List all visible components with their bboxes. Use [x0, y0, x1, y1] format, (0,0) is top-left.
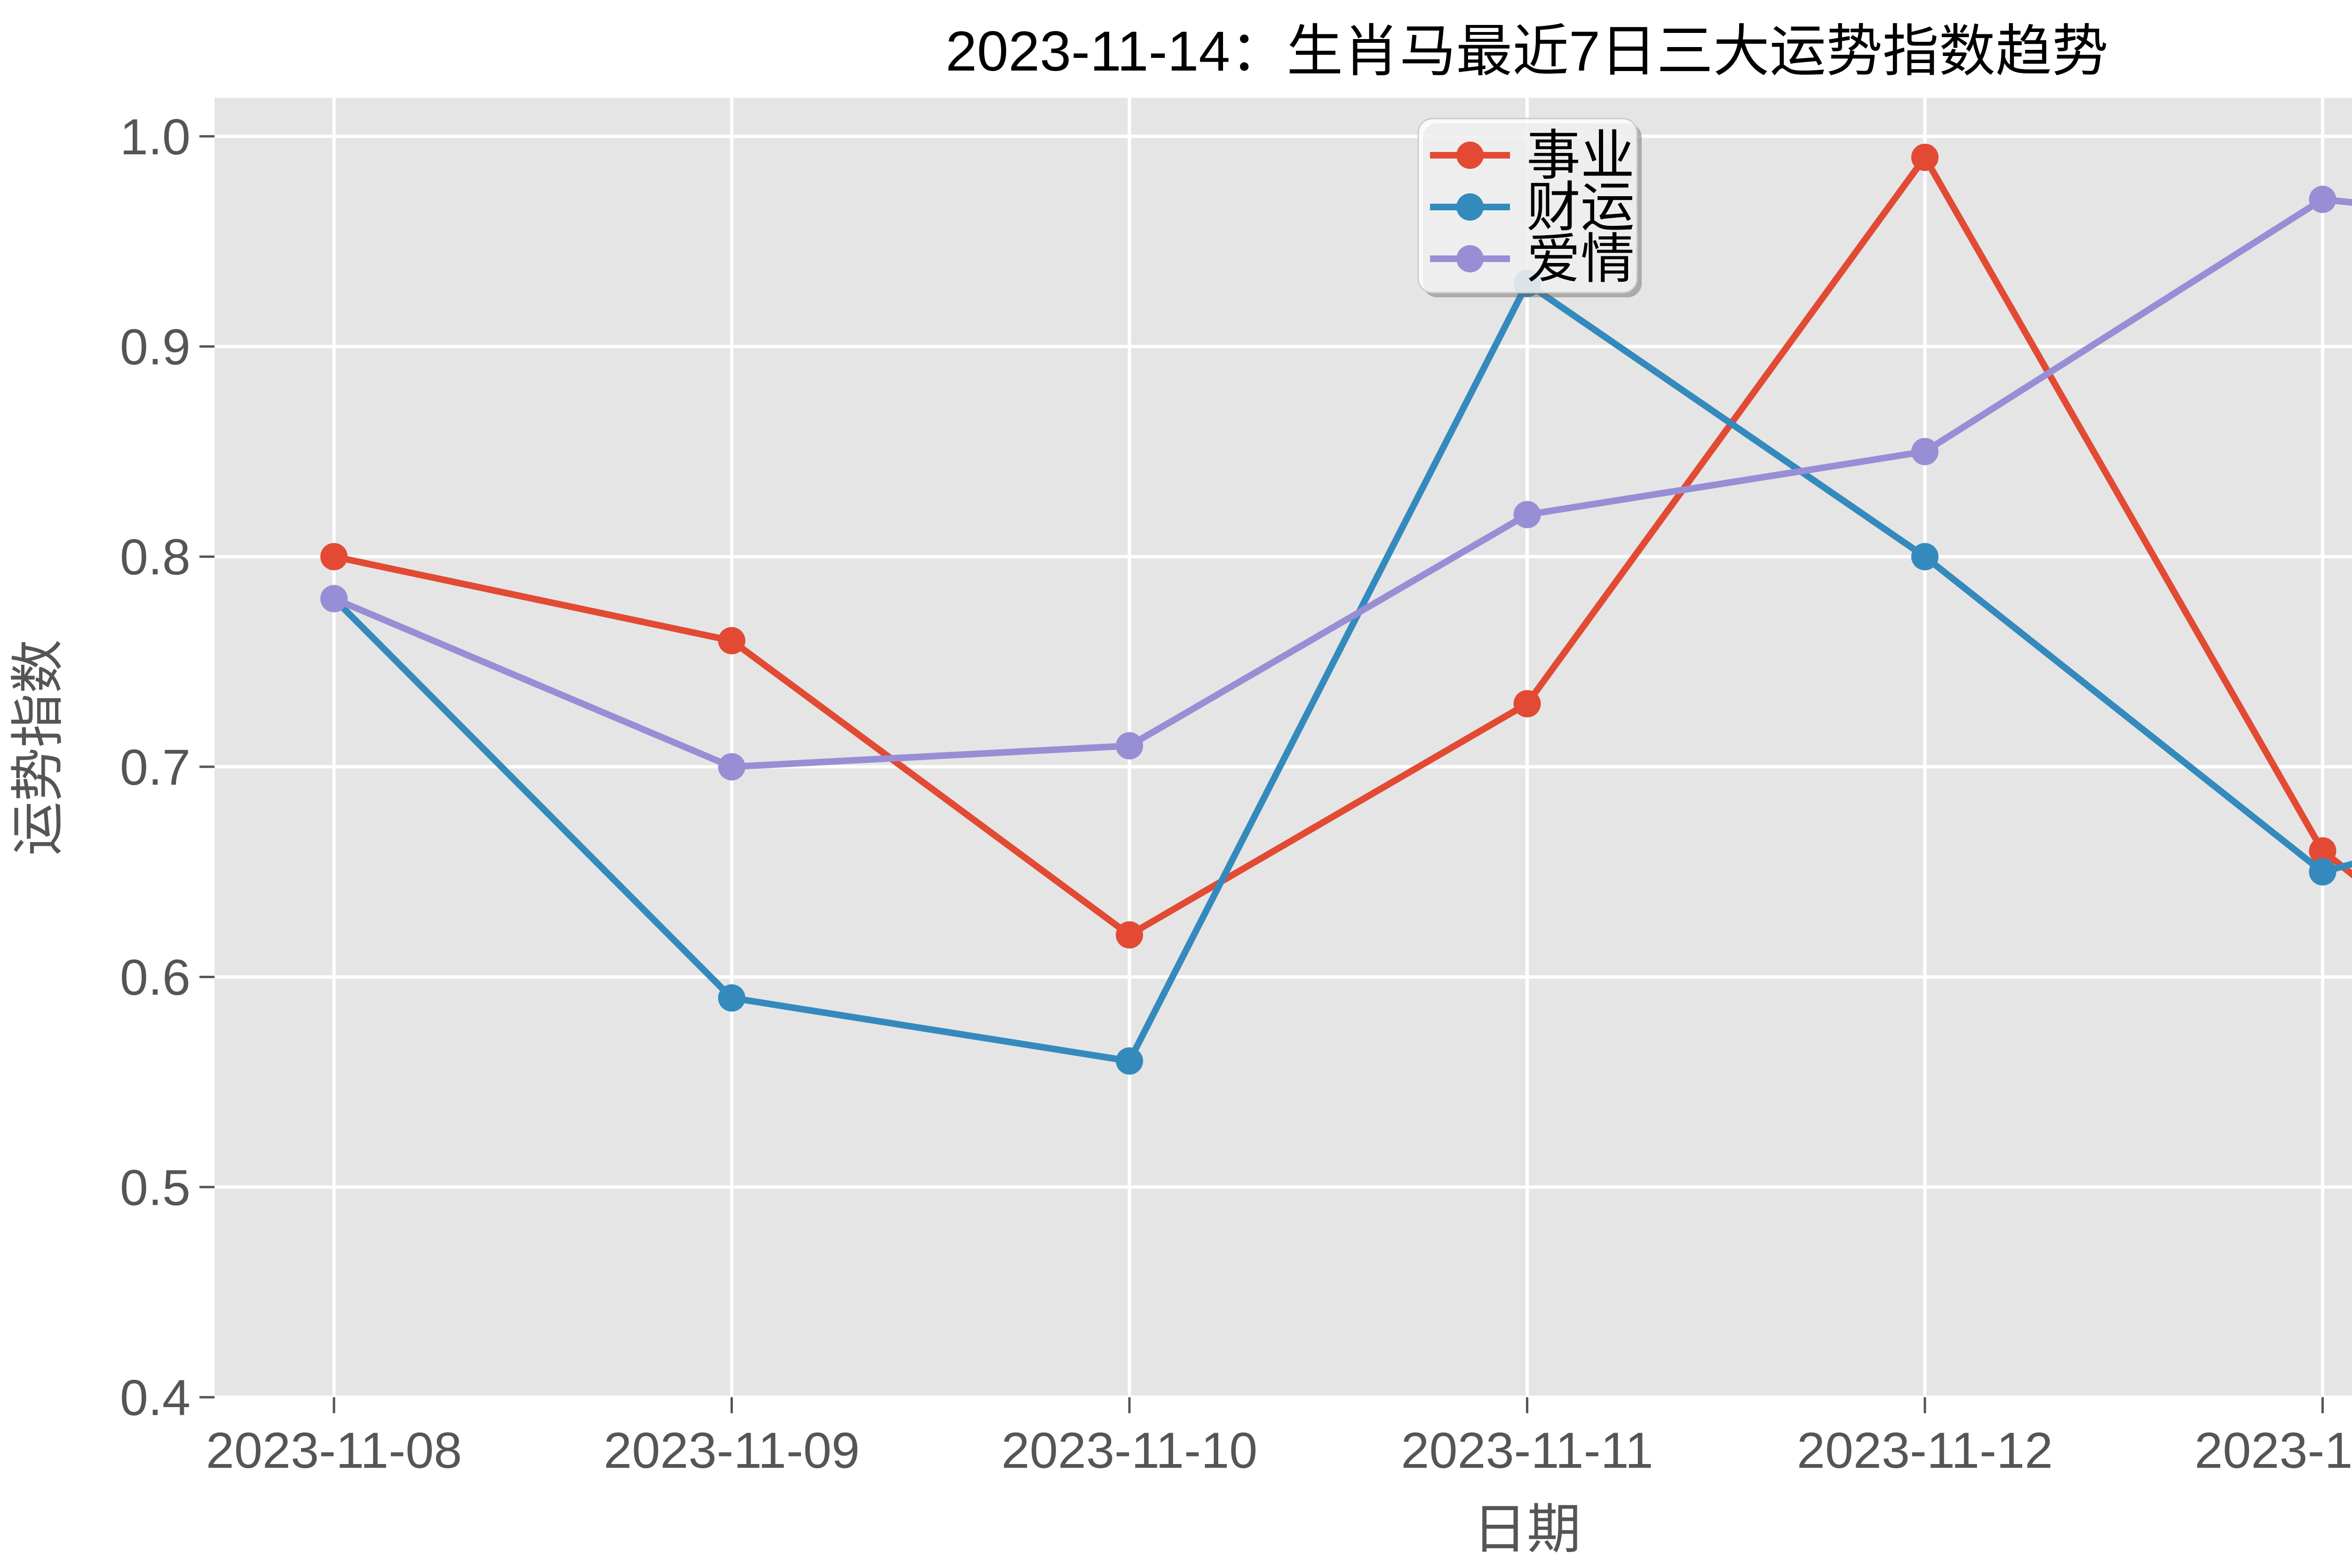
x-tick-label: 2023-11-11 — [1401, 1422, 1653, 1479]
y-tick-label: 1.0 — [120, 108, 191, 165]
legend-item: 爱情 — [1430, 229, 1635, 289]
chart-title: 2023-11-14：生肖马最近7日三大运势指数趋势 — [946, 20, 2108, 83]
x-tick-label: 2023-11-10 — [1001, 1422, 1257, 1479]
legend-marker-icon — [1456, 245, 1484, 272]
legend-item-label: 爱情 — [1526, 229, 1635, 289]
legend-marker-icon — [1456, 142, 1484, 169]
plot-area — [215, 98, 2352, 1397]
legend-item: 财运 — [1430, 177, 1635, 238]
data-point — [1513, 501, 1541, 528]
data-point — [1116, 1047, 1143, 1075]
y-tick-label: 0.6 — [120, 949, 191, 1006]
data-point — [320, 585, 348, 613]
x-axis-label: 日期 — [1473, 1499, 1581, 1560]
data-point — [718, 627, 746, 654]
data-point — [2309, 858, 2336, 886]
data-point — [2309, 185, 2336, 213]
legend-marker-icon — [1456, 193, 1484, 221]
y-tick-label: 0.8 — [120, 528, 191, 585]
y-tick-label: 0.9 — [120, 318, 191, 375]
y-tick-label: 0.4 — [120, 1369, 191, 1426]
axis-ticks: 0.4 0.5 0.6 0.7 0.8 0.9 1.0 2023-11-08 2023-11-0… — [120, 108, 2352, 1479]
x-tick-label: 2023-11-08 — [206, 1422, 462, 1479]
series-2 — [320, 185, 2352, 780]
legend-item-label: 财运 — [1526, 177, 1635, 238]
data-point — [320, 543, 348, 571]
data-series — [320, 143, 2352, 1075]
legend-item: 事业 — [1430, 126, 1635, 186]
data-point — [1116, 921, 1143, 949]
x-tick-label: 2023-11-09 — [604, 1422, 859, 1479]
y-tick-label: 0.5 — [120, 1159, 191, 1216]
legend-item-label: 事业 — [1526, 126, 1635, 186]
x-tick-label: 2023-11-12 — [1797, 1422, 2053, 1479]
y-axis-label: 运势指数 — [8, 639, 68, 856]
vertical-gridlines — [332, 98, 2324, 1397]
data-point — [718, 984, 746, 1012]
series-0 — [320, 143, 2352, 949]
data-point — [718, 753, 746, 780]
data-point — [1116, 732, 1143, 760]
data-point — [2309, 837, 2336, 865]
data-point — [1513, 690, 1541, 717]
x-tick-label: 2023-11-13 — [2194, 1422, 2352, 1479]
y-tick-label: 0.7 — [120, 739, 191, 796]
data-point — [1911, 143, 1939, 171]
data-point — [1911, 438, 1939, 465]
data-point — [1911, 543, 1939, 571]
